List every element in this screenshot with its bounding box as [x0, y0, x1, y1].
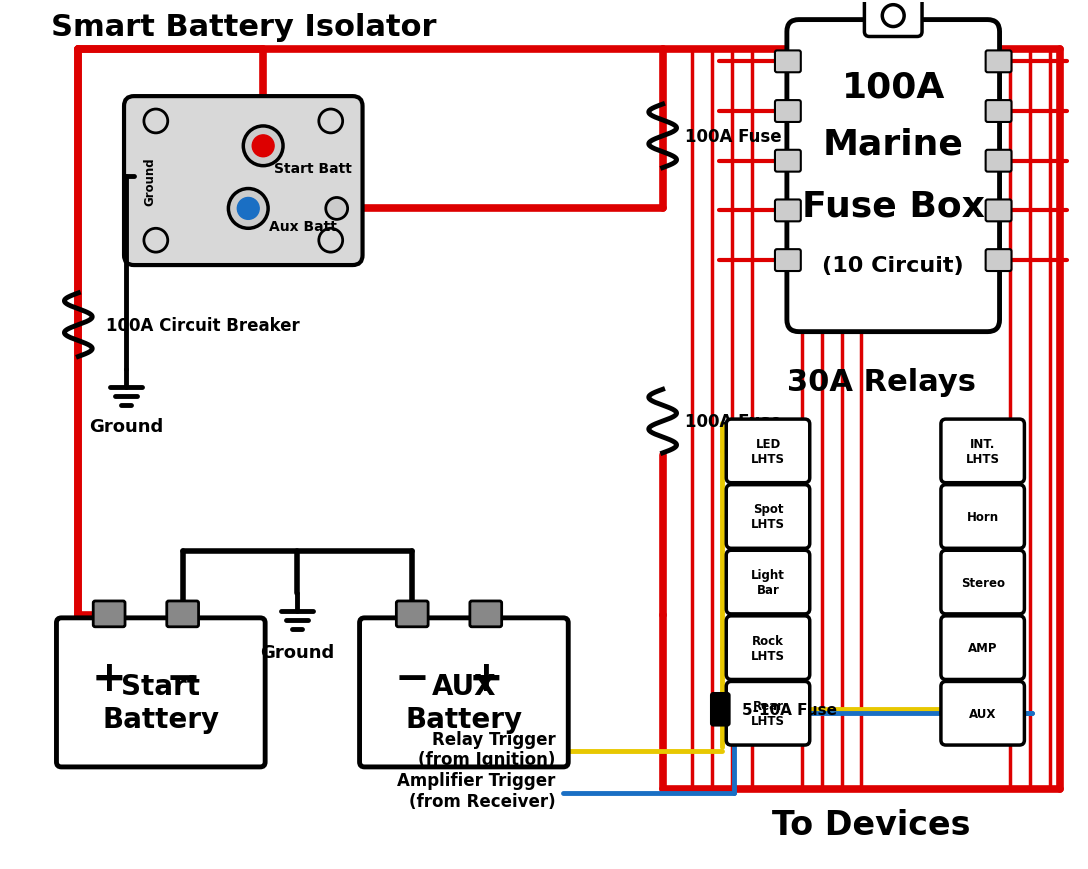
FancyBboxPatch shape	[727, 551, 809, 614]
Text: Light
Bar: Light Bar	[751, 568, 784, 596]
Circle shape	[319, 109, 343, 134]
FancyBboxPatch shape	[727, 485, 809, 548]
Text: −: −	[165, 658, 200, 700]
FancyBboxPatch shape	[57, 618, 265, 767]
Text: Rear
LHTS: Rear LHTS	[751, 700, 786, 727]
Text: Ground: Ground	[260, 643, 334, 661]
Circle shape	[244, 127, 283, 167]
Text: AMP: AMP	[968, 641, 998, 654]
FancyBboxPatch shape	[941, 681, 1025, 746]
FancyBboxPatch shape	[727, 420, 809, 483]
Text: Start Batt: Start Batt	[274, 162, 351, 176]
Text: AUX
Battery: AUX Battery	[406, 673, 522, 733]
Text: Start
Battery: Start Battery	[102, 673, 220, 733]
FancyBboxPatch shape	[775, 200, 801, 222]
FancyBboxPatch shape	[470, 601, 502, 627]
Text: Fuse Box: Fuse Box	[802, 189, 985, 223]
Text: INT.
LHTS: INT. LHTS	[966, 437, 1000, 466]
Text: 100A Fuse: 100A Fuse	[684, 128, 781, 146]
Text: Ground: Ground	[89, 418, 163, 435]
FancyBboxPatch shape	[775, 250, 801, 272]
Text: +: +	[469, 658, 503, 700]
Circle shape	[882, 6, 904, 28]
FancyBboxPatch shape	[359, 618, 568, 767]
Circle shape	[144, 229, 168, 253]
FancyBboxPatch shape	[941, 420, 1025, 483]
Text: (10 Circuit): (10 Circuit)	[823, 255, 964, 275]
Text: +: +	[91, 658, 126, 700]
FancyBboxPatch shape	[941, 551, 1025, 614]
Text: Amplifier Trigger
(from Receiver): Amplifier Trigger (from Receiver)	[397, 772, 555, 810]
Text: To Devices: To Devices	[772, 808, 970, 841]
FancyBboxPatch shape	[727, 681, 809, 746]
FancyBboxPatch shape	[775, 150, 801, 172]
FancyBboxPatch shape	[166, 601, 199, 627]
Text: 100A: 100A	[841, 70, 944, 104]
FancyBboxPatch shape	[986, 51, 1012, 73]
Text: Marine: Marine	[823, 128, 964, 162]
Text: Rock
LHTS: Rock LHTS	[751, 634, 786, 662]
FancyBboxPatch shape	[124, 97, 362, 266]
Text: Relay Trigger
(from Ignition): Relay Trigger (from Ignition)	[418, 730, 555, 768]
Text: 30A Relays: 30A Relays	[787, 368, 976, 396]
FancyBboxPatch shape	[787, 21, 1000, 332]
FancyBboxPatch shape	[941, 616, 1025, 680]
Circle shape	[237, 198, 259, 220]
FancyBboxPatch shape	[775, 51, 801, 73]
FancyBboxPatch shape	[396, 601, 429, 627]
FancyBboxPatch shape	[986, 250, 1012, 272]
FancyBboxPatch shape	[775, 101, 801, 123]
Text: Smart Battery Isolator: Smart Battery Isolator	[50, 13, 436, 42]
Circle shape	[252, 136, 274, 157]
Circle shape	[319, 229, 343, 253]
Circle shape	[144, 109, 168, 134]
Text: LED
LHTS: LED LHTS	[751, 437, 786, 466]
Text: Spot
LHTS: Spot LHTS	[751, 503, 786, 531]
FancyBboxPatch shape	[986, 101, 1012, 123]
Circle shape	[325, 198, 348, 220]
FancyBboxPatch shape	[94, 601, 125, 627]
FancyBboxPatch shape	[864, 0, 922, 37]
Text: Ground: Ground	[144, 157, 157, 206]
FancyBboxPatch shape	[986, 150, 1012, 172]
Text: 100A Circuit Breaker: 100A Circuit Breaker	[107, 316, 300, 335]
Text: −: −	[395, 658, 430, 700]
Circle shape	[228, 189, 268, 229]
Text: Aux Batt: Aux Batt	[269, 220, 337, 234]
Text: Horn: Horn	[966, 510, 999, 523]
Text: AUX: AUX	[969, 707, 997, 720]
FancyBboxPatch shape	[986, 200, 1012, 222]
Text: Stereo: Stereo	[961, 576, 1004, 589]
FancyBboxPatch shape	[727, 616, 809, 680]
Text: 5-10A Fuse: 5-10A Fuse	[742, 702, 837, 717]
Text: 100A Fuse: 100A Fuse	[684, 413, 781, 430]
FancyBboxPatch shape	[941, 485, 1025, 548]
FancyBboxPatch shape	[712, 693, 729, 726]
